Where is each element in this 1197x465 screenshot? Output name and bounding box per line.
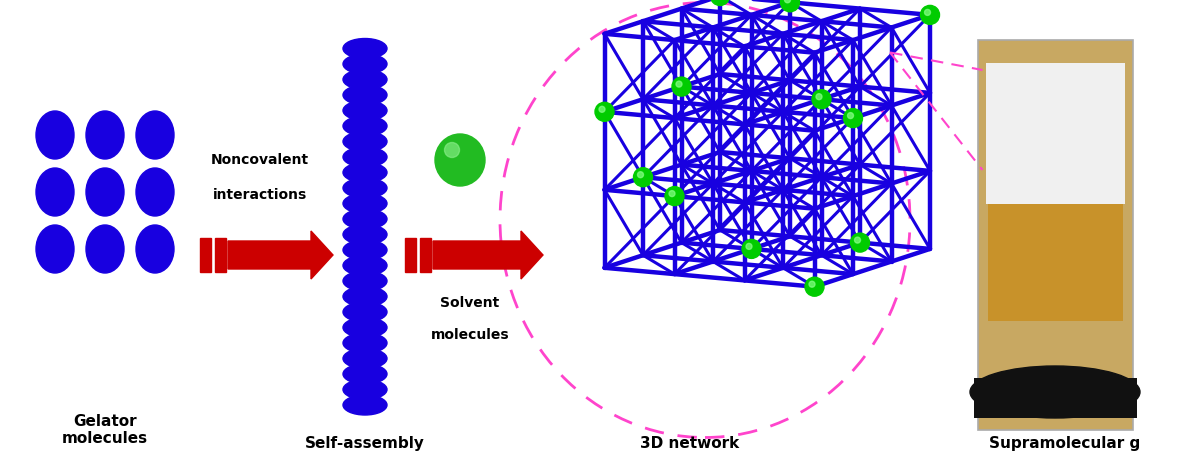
Bar <box>420 238 431 272</box>
Ellipse shape <box>344 286 387 306</box>
Text: interactions: interactions <box>213 188 308 202</box>
Circle shape <box>812 90 831 109</box>
Ellipse shape <box>36 225 74 273</box>
Circle shape <box>847 113 853 119</box>
Circle shape <box>595 102 614 121</box>
Circle shape <box>742 239 761 259</box>
Circle shape <box>780 0 800 12</box>
Ellipse shape <box>344 209 387 229</box>
Ellipse shape <box>344 85 387 105</box>
Bar <box>988 204 1123 321</box>
Circle shape <box>676 81 682 87</box>
Circle shape <box>672 77 691 96</box>
Ellipse shape <box>344 116 387 136</box>
Bar <box>215 238 226 272</box>
Bar <box>973 378 1136 418</box>
Circle shape <box>809 281 815 287</box>
Ellipse shape <box>344 54 387 74</box>
Bar <box>405 238 417 272</box>
Ellipse shape <box>344 364 387 384</box>
Circle shape <box>806 277 824 296</box>
Ellipse shape <box>344 379 387 399</box>
Circle shape <box>844 109 863 127</box>
Circle shape <box>711 0 729 6</box>
Circle shape <box>598 106 604 113</box>
Circle shape <box>920 6 940 24</box>
Ellipse shape <box>344 147 387 167</box>
Ellipse shape <box>444 142 460 158</box>
Ellipse shape <box>344 178 387 198</box>
Ellipse shape <box>344 395 387 415</box>
Ellipse shape <box>136 168 174 216</box>
Ellipse shape <box>86 225 124 273</box>
Bar <box>978 40 1132 430</box>
Ellipse shape <box>344 271 387 291</box>
Bar <box>200 238 211 272</box>
Ellipse shape <box>136 225 174 273</box>
Circle shape <box>924 9 930 15</box>
Text: Solvent: Solvent <box>440 296 499 310</box>
Ellipse shape <box>344 348 387 368</box>
Text: Gelator
molecules: Gelator molecules <box>62 414 148 446</box>
FancyArrow shape <box>433 231 543 279</box>
Text: Self-assembly: Self-assembly <box>305 436 425 451</box>
Text: Noncovalent: Noncovalent <box>211 153 309 167</box>
Circle shape <box>851 233 869 252</box>
Ellipse shape <box>36 168 74 216</box>
Ellipse shape <box>344 39 387 59</box>
Ellipse shape <box>344 302 387 322</box>
Circle shape <box>746 243 752 249</box>
Ellipse shape <box>344 333 387 353</box>
Ellipse shape <box>970 366 1140 418</box>
Ellipse shape <box>136 111 174 159</box>
Ellipse shape <box>344 162 387 182</box>
Ellipse shape <box>344 100 387 120</box>
Ellipse shape <box>36 111 74 159</box>
Circle shape <box>633 168 652 187</box>
Circle shape <box>816 94 822 100</box>
Circle shape <box>855 237 861 243</box>
Text: molecules: molecules <box>431 328 509 342</box>
Text: Supramolecular g: Supramolecular g <box>990 436 1141 451</box>
Ellipse shape <box>435 134 485 186</box>
Circle shape <box>666 186 683 206</box>
Ellipse shape <box>344 193 387 213</box>
Bar <box>985 63 1124 204</box>
FancyArrow shape <box>227 231 333 279</box>
Ellipse shape <box>344 132 387 152</box>
Ellipse shape <box>344 240 387 260</box>
Ellipse shape <box>344 69 387 89</box>
Circle shape <box>784 0 790 3</box>
Ellipse shape <box>344 225 387 245</box>
Text: 3D network: 3D network <box>640 436 740 451</box>
Ellipse shape <box>86 111 124 159</box>
Circle shape <box>669 191 675 197</box>
Ellipse shape <box>86 168 124 216</box>
Circle shape <box>638 172 644 178</box>
Ellipse shape <box>344 255 387 275</box>
Ellipse shape <box>344 318 387 338</box>
